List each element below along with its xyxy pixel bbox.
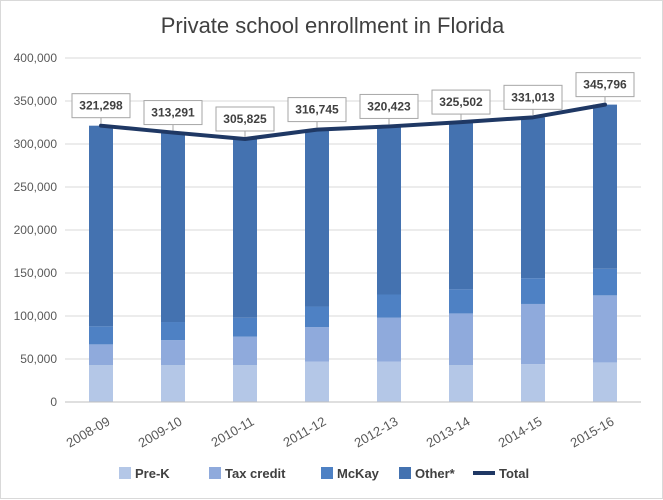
data-label-box xyxy=(503,84,563,110)
bar-segment xyxy=(233,336,257,366)
bar-segment xyxy=(161,340,185,366)
legend-label: Pre-K xyxy=(135,466,170,481)
bar-segment xyxy=(377,126,401,295)
bar-segment xyxy=(449,289,473,314)
legend-label: Other* xyxy=(415,466,456,481)
bar-segment xyxy=(521,364,545,402)
total-line xyxy=(99,102,607,141)
legend-swatch xyxy=(209,467,221,479)
y-tick-label: 350,000 xyxy=(14,94,58,108)
bar-segment xyxy=(593,295,617,363)
y-tick-label: 250,000 xyxy=(14,180,58,194)
data-label: 316,745 xyxy=(295,103,339,117)
data-label-box xyxy=(575,72,635,98)
bar-segment xyxy=(89,344,113,366)
x-tick-label: 2013-14 xyxy=(424,414,473,451)
x-tick-label: 2012-13 xyxy=(352,414,401,451)
bar-segment xyxy=(161,365,185,402)
data-label: 313,291 xyxy=(151,106,195,120)
bar-segment xyxy=(521,117,545,279)
bar-segment xyxy=(593,268,617,296)
x-tick-label: 2014-15 xyxy=(496,414,545,451)
y-tick-label: 400,000 xyxy=(14,51,58,65)
x-tick-label: 2010-11 xyxy=(209,414,257,450)
x-tick-label: 2011-12 xyxy=(281,414,329,450)
data-label-box xyxy=(287,97,347,123)
bar-segment xyxy=(233,138,257,318)
y-tick-label: 100,000 xyxy=(14,309,58,323)
bar-segment xyxy=(161,132,185,323)
data-label: 305,825 xyxy=(223,112,267,126)
bar-segment xyxy=(305,361,329,402)
bar-segment xyxy=(377,361,401,402)
bar-segment xyxy=(305,306,329,328)
legend-swatch xyxy=(399,467,411,479)
y-tick-label: 0 xyxy=(50,395,57,409)
data-label: 325,502 xyxy=(439,95,483,109)
bar-segment xyxy=(449,313,473,366)
bar-segment xyxy=(305,327,329,362)
legend-label: Tax credit xyxy=(225,466,286,481)
data-label: 321,298 xyxy=(79,99,123,113)
legend-swatch xyxy=(119,467,131,479)
legend-label: McKay xyxy=(337,466,380,481)
bar-segment xyxy=(89,326,113,345)
bar-segment xyxy=(233,317,257,337)
chart-title: Private school enrollment in Florida xyxy=(160,13,505,38)
bar-segment xyxy=(521,303,545,365)
bar-segment xyxy=(233,365,257,402)
x-tick-label: 2009-10 xyxy=(136,414,185,451)
bar-segment xyxy=(593,104,617,269)
data-label-box xyxy=(143,100,203,126)
bar-segment xyxy=(521,278,545,304)
y-tick-label: 50,000 xyxy=(20,352,57,366)
x-tick-label: 2015-16 xyxy=(568,414,617,451)
bar-segment xyxy=(449,365,473,402)
data-label: 331,013 xyxy=(511,90,555,104)
bar-segment xyxy=(593,362,617,402)
data-label: 320,423 xyxy=(367,99,411,113)
bar-segment xyxy=(89,365,113,402)
bar-segment xyxy=(161,322,185,341)
bar-segment xyxy=(89,125,113,327)
bar-segment xyxy=(305,129,329,307)
data-label: 345,796 xyxy=(583,78,627,92)
bar-segment xyxy=(377,317,401,362)
bar-segment xyxy=(377,294,401,318)
legend-label: Total xyxy=(499,466,529,481)
bar-segment xyxy=(449,122,473,290)
legend-swatch xyxy=(321,467,333,479)
x-tick-label: 2008-09 xyxy=(64,414,113,451)
y-tick-label: 150,000 xyxy=(14,266,58,280)
y-tick-label: 200,000 xyxy=(14,223,58,237)
y-tick-label: 300,000 xyxy=(14,137,58,151)
data-label-box xyxy=(359,93,419,119)
